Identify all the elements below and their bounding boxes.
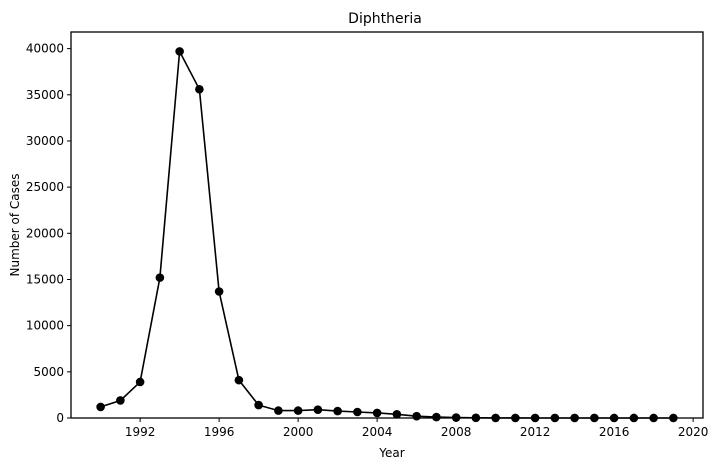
data-point: [234, 375, 244, 385]
y-tick-label: 35000: [26, 88, 64, 102]
data-point: [293, 406, 303, 415]
x-tick-label: 2000: [283, 425, 314, 439]
y-tick-label: 25000: [26, 180, 64, 194]
y-tick-label: 30000: [26, 134, 64, 148]
x-tick-label: 1992: [125, 425, 156, 439]
x-tick-label: 1996: [204, 425, 235, 439]
data-point: [214, 287, 224, 296]
data-point: [412, 411, 421, 421]
x-tick-label: 2004: [362, 425, 393, 439]
x-axis: 1992 1996 2000 2004 2008 2012 2016 2020: [125, 418, 709, 439]
x-tick-label: 2016: [599, 425, 630, 439]
plot-frame: [70, 31, 704, 419]
series-layer: [96, 47, 678, 423]
data-point: [135, 377, 145, 387]
y-tick-label: 5000: [33, 365, 64, 379]
data-point: [116, 396, 125, 405]
data-point: [313, 405, 323, 414]
data-point: [274, 406, 283, 415]
y-tick-label: 15000: [26, 272, 64, 286]
y-axis-label: Number of Cases: [8, 173, 22, 276]
y-tick-label: 0: [56, 411, 64, 425]
y-tick-label: 10000: [26, 319, 64, 333]
data-point: [353, 407, 362, 417]
x-tick-label: 2008: [441, 425, 472, 439]
x-axis-label: Year: [378, 446, 404, 460]
chart-title: Diphtheria: [348, 11, 422, 27]
data-point: [333, 406, 342, 416]
data-point: [432, 412, 441, 422]
series-line: [100, 48, 674, 419]
y-tick-label: 40000: [26, 42, 64, 56]
data-point: [254, 400, 263, 410]
y-tick-label: 20000: [26, 226, 64, 240]
y-axis: 0 5000 10000 15000 20000 25000 30000 35000 40000: [26, 42, 71, 425]
x-tick-label: 2012: [520, 425, 551, 439]
data-point: [155, 273, 165, 282]
data-point: [96, 402, 105, 412]
data-point: [392, 410, 402, 419]
data-point: [372, 408, 382, 418]
x-tick-label: 2020: [678, 425, 709, 439]
data-point: [195, 84, 204, 94]
data-point: [175, 47, 184, 56]
